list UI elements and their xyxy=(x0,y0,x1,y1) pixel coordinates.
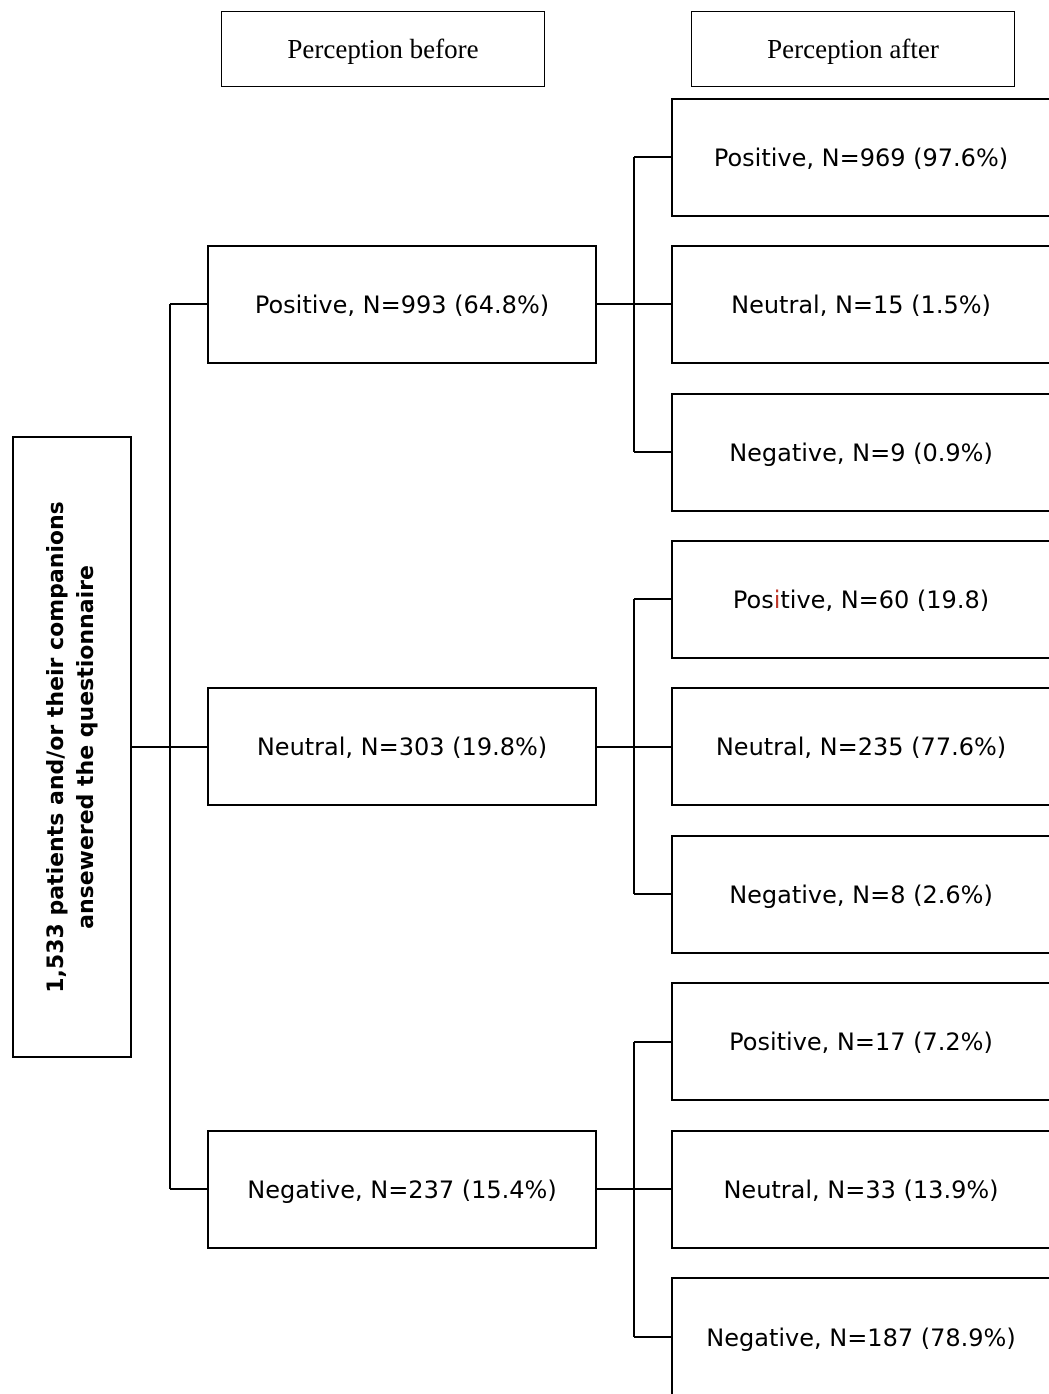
after-label: Negative, N=8 (2.6%) xyxy=(729,880,993,909)
header-perception-before: Perception before xyxy=(221,11,545,87)
after-label: Neutral, N=15 (1.5%) xyxy=(731,290,991,319)
before-positive-label: Positive, N=993 (64.8%) xyxy=(254,290,550,319)
after-label-part: tive, N=60 (19.8) xyxy=(780,585,990,614)
after-label: Positive, N=969 (97.6%) xyxy=(713,143,1009,172)
after-negative-from-negative-box: Negative, N=187 (78.9%) xyxy=(671,1277,1049,1394)
after-label-highlight: i xyxy=(773,585,781,614)
after-positive-from-negative-box: Positive, N=17 (7.2%) xyxy=(671,982,1049,1101)
after-neutral-from-positive-box: Neutral, N=15 (1.5%) xyxy=(671,245,1049,364)
after-positive-from-neutral-box: Positive, N=60 (19.8) xyxy=(671,540,1049,659)
after-negative-from-positive-box: Negative, N=9 (0.9%) xyxy=(671,393,1049,512)
after-positive-from-positive-box: Positive, N=969 (97.6%) xyxy=(671,98,1049,217)
root-label: 1,533 patients and/or their companions a… xyxy=(42,501,102,993)
after-label: Negative, N=187 (78.9%) xyxy=(706,1323,1016,1352)
after-neutral-from-neutral-box: Neutral, N=235 (77.6%) xyxy=(671,687,1049,806)
after-label: Positive, N=17 (7.2%) xyxy=(729,1027,993,1056)
header-perception-after: Perception after xyxy=(691,11,1015,87)
before-negative-label: Negative, N=237 (15.4%) xyxy=(247,1175,557,1204)
after-negative-from-neutral-box: Negative, N=8 (2.6%) xyxy=(671,835,1049,954)
after-label: Neutral, N=235 (77.6%) xyxy=(715,732,1007,761)
after-label: Positive, N=60 (19.8) xyxy=(733,586,989,614)
after-label-part: Pos xyxy=(732,585,774,614)
before-positive-box: Positive, N=993 (64.8%) xyxy=(207,245,597,364)
root-label-line2: ansewered the questionnaire xyxy=(74,565,99,929)
after-label: Negative, N=9 (0.9%) xyxy=(729,438,993,467)
header-before-label: Perception before xyxy=(287,33,479,64)
header-after-label: Perception after xyxy=(767,33,939,64)
before-neutral-box: Neutral, N=303 (19.8%) xyxy=(207,687,597,806)
before-negative-box: Negative, N=237 (15.4%) xyxy=(207,1130,597,1249)
root-respondents-box: 1,533 patients and/or their companions a… xyxy=(12,436,132,1058)
after-neutral-from-negative-box: Neutral, N=33 (13.9%) xyxy=(671,1130,1049,1249)
after-label: Neutral, N=33 (13.9%) xyxy=(723,1175,999,1204)
before-neutral-label: Neutral, N=303 (19.8%) xyxy=(256,732,548,761)
root-label-line1: 1,533 patients and/or their companions xyxy=(44,501,69,993)
